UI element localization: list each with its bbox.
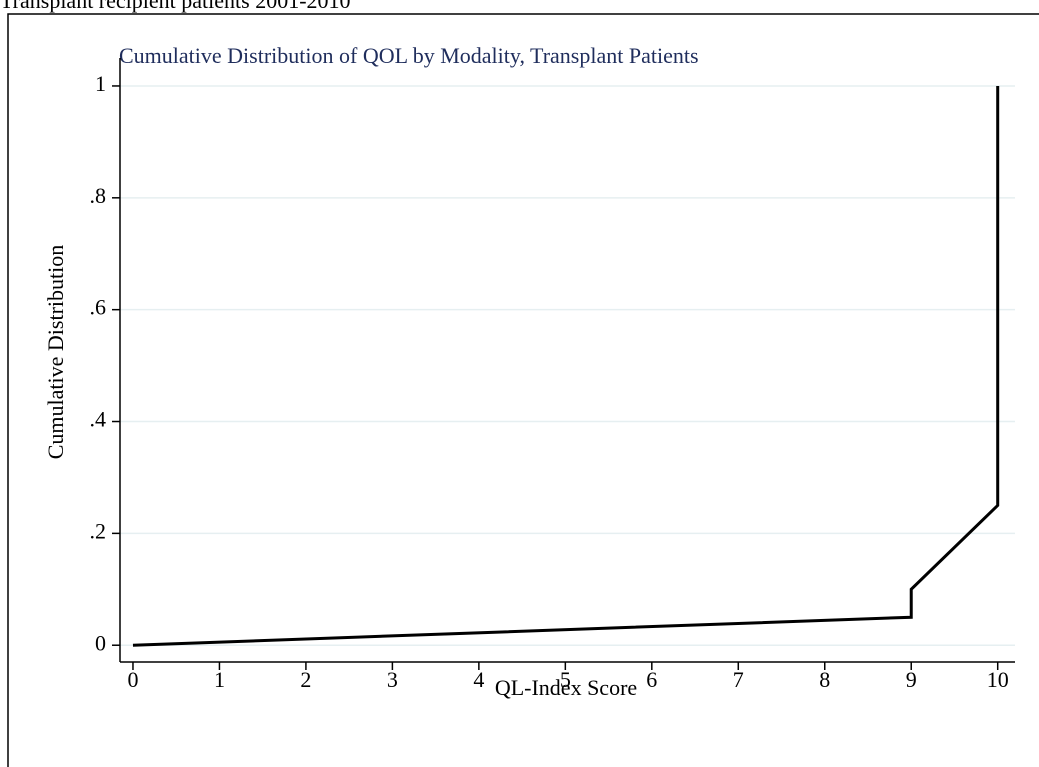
y-tick-label: 1 — [95, 71, 106, 96]
x-tick-label: 9 — [906, 667, 917, 692]
x-tick-label: 8 — [819, 667, 830, 692]
x-tick-label: 2 — [300, 667, 311, 692]
x-tick-label: 1 — [214, 667, 225, 692]
chart-title: Cumulative Distribution of QOL by Modali… — [119, 43, 699, 68]
y-tick-label: .6 — [90, 295, 107, 320]
x-tick-label: 6 — [646, 667, 657, 692]
x-axis-title: QL-Index Score — [495, 675, 637, 700]
heading: Transplant recipient patients 2001-2010 — [0, 0, 351, 13]
outer-frame — [7, 13, 1039, 767]
data-line — [132, 85, 1000, 647]
x-tick-label: 10 — [987, 667, 1009, 692]
y-tick-label: .2 — [90, 518, 107, 543]
x-tick-label: 3 — [387, 667, 398, 692]
y-tick-label: .4 — [90, 407, 107, 432]
x-tick-label: 4 — [473, 667, 484, 692]
x-tick-label: 7 — [733, 667, 744, 692]
y-tick-label: .8 — [90, 183, 107, 208]
x-tick-label: 0 — [127, 667, 138, 692]
y-axis-title: Cumulative Distribution — [43, 245, 68, 460]
y-tick-label: 0 — [95, 630, 106, 655]
x-tick-label: 5 — [560, 667, 571, 692]
